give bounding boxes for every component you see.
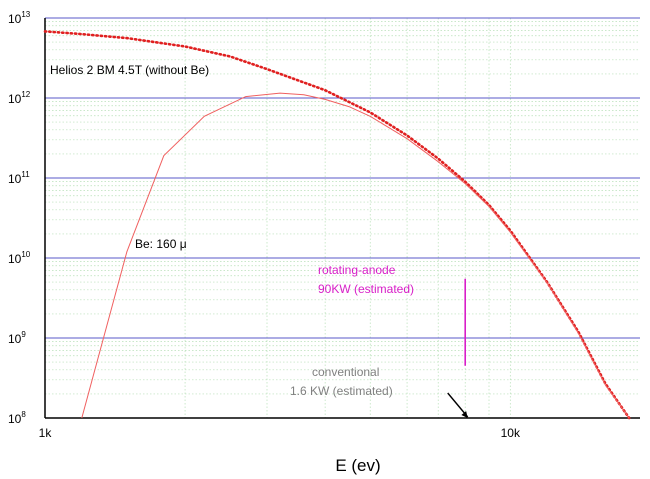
minor-grid	[45, 18, 640, 418]
y-tick-label: 1010	[8, 250, 31, 266]
annotations: Helios 2 BM 4.5T (without Be) Be: 160 μ ro…	[50, 63, 469, 418]
x-tick-label: 1k	[39, 426, 53, 440]
y-tick-base: 10	[8, 332, 22, 346]
annotation-conventional-line: 1.6 KW (estimated)	[290, 384, 393, 398]
y-tick-label: 1011	[8, 170, 30, 186]
x-axis-label: E (ev)	[335, 456, 380, 475]
y-tick-exponent: 11	[21, 170, 30, 179]
y-tick-base: 10	[8, 412, 22, 426]
y-tick-exponent: 9	[21, 330, 26, 339]
y-tick-exponent: 12	[21, 90, 30, 99]
y-tick-base: 10	[8, 252, 22, 266]
y-tick-exponent: 10	[21, 250, 30, 259]
annotation-conventional-line: conventional	[312, 365, 379, 379]
y-tick-label: 109	[8, 330, 26, 346]
annotation-helios: Helios 2 BM 4.5T (without Be)	[50, 63, 209, 77]
y-tick-base: 10	[8, 172, 22, 186]
y-tick-base: 10	[8, 12, 22, 26]
annotation-be-filter: Be: 160 μ	[135, 237, 187, 251]
plot-frame	[44, 18, 640, 419]
major-grid	[45, 17, 640, 419]
y-tick-exponent: 8	[21, 410, 26, 419]
series-be-filter-line	[81, 92, 630, 419]
data-series	[43, 30, 631, 420]
series-helios-line	[43, 30, 631, 420]
y-tick-label: 1012	[8, 90, 31, 106]
x-tick-label: 10k	[501, 426, 521, 440]
y-tick-exponent: 13	[21, 10, 30, 19]
conventional-arrow-head	[461, 411, 468, 418]
y-tick-label: 1013	[8, 10, 31, 26]
annotation-rotating-anode-line: rotating-anode	[318, 263, 396, 277]
x-tick-labels: 1k 10k	[39, 426, 521, 440]
annotation-rotating-anode-line: 90KW (estimated)	[318, 282, 414, 296]
y-tick-base: 10	[8, 92, 22, 106]
y-tick-label: 108	[8, 410, 26, 426]
